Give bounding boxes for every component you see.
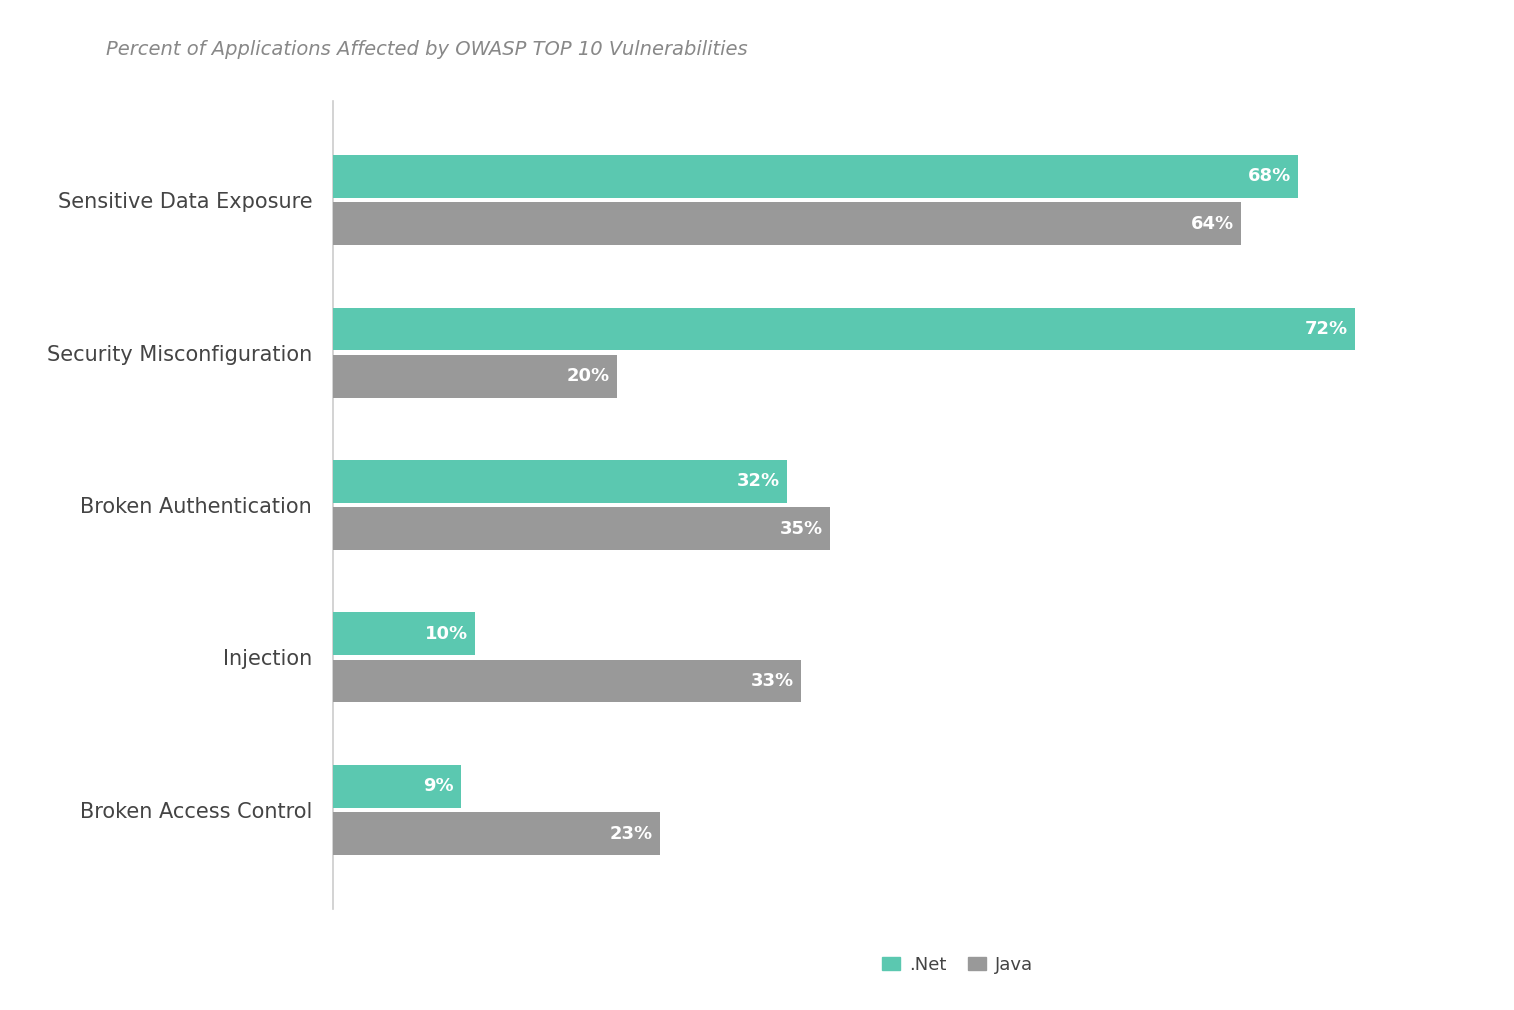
Text: 64%: 64% xyxy=(1192,215,1234,232)
Text: 10%: 10% xyxy=(425,625,468,642)
Text: Percent of Applications Affected by OWASP TOP 10 Vulnerabilities: Percent of Applications Affected by OWAS… xyxy=(106,40,748,60)
Bar xyxy=(333,308,1355,350)
Bar xyxy=(333,507,830,550)
Text: 20%: 20% xyxy=(566,368,610,385)
Text: 23%: 23% xyxy=(609,824,653,842)
Bar xyxy=(333,460,787,503)
Bar xyxy=(333,202,1241,245)
Text: 32%: 32% xyxy=(737,473,780,491)
Bar xyxy=(333,812,660,854)
Text: 33%: 33% xyxy=(751,672,795,690)
Legend: .Net, Java: .Net, Java xyxy=(875,948,1040,981)
Bar xyxy=(333,660,801,702)
Text: 68%: 68% xyxy=(1248,168,1291,186)
Bar xyxy=(333,355,618,398)
Bar xyxy=(333,612,475,655)
Text: 9%: 9% xyxy=(422,778,454,795)
Text: 72%: 72% xyxy=(1305,320,1347,338)
Bar xyxy=(333,156,1299,198)
Bar xyxy=(333,765,460,808)
Text: 35%: 35% xyxy=(780,519,822,537)
